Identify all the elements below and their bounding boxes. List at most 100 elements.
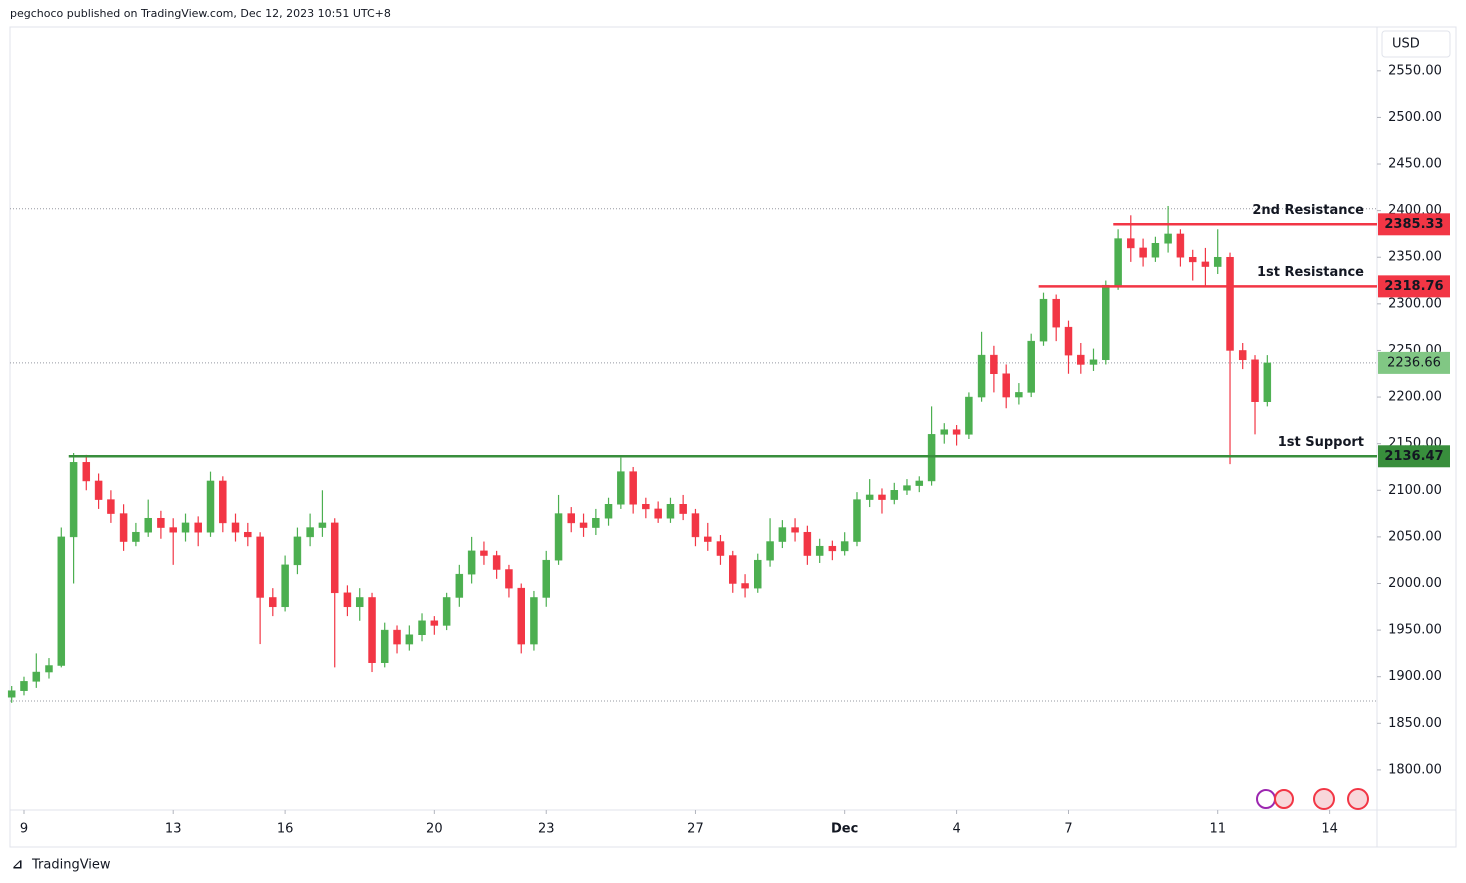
event-icon[interactable] bbox=[1256, 789, 1276, 809]
candle-body bbox=[119, 513, 128, 542]
candle-body bbox=[181, 522, 190, 533]
candle-body bbox=[1213, 256, 1222, 267]
candle-body bbox=[903, 485, 911, 491]
x-tick-label: 11 bbox=[1209, 822, 1226, 837]
candle-body bbox=[144, 517, 152, 533]
y-tick-label: 2350.00 bbox=[1388, 250, 1442, 265]
candle-body bbox=[666, 504, 675, 519]
level-name: 1st Support bbox=[1278, 435, 1364, 450]
candle-body bbox=[679, 504, 687, 514]
candle-body bbox=[343, 592, 352, 608]
x-tick-label: 16 bbox=[277, 822, 294, 837]
event-icon[interactable] bbox=[1347, 788, 1369, 810]
candle-body bbox=[654, 508, 662, 519]
candle-body bbox=[45, 665, 53, 673]
candle-body bbox=[554, 513, 563, 561]
x-tick-label: 4 bbox=[952, 822, 960, 837]
level-value: 2385.33 bbox=[1384, 217, 1443, 232]
candle-body bbox=[281, 564, 289, 608]
candle-body bbox=[293, 536, 302, 566]
candle-body bbox=[754, 559, 762, 589]
candle-body bbox=[617, 471, 625, 505]
x-tick-label: 23 bbox=[538, 822, 555, 837]
candle-body bbox=[1188, 256, 1197, 263]
candle-body bbox=[1027, 340, 1035, 393]
candle-body bbox=[256, 536, 264, 598]
candle-body bbox=[1102, 284, 1110, 361]
candle-body bbox=[704, 536, 712, 542]
level-value: 2136.47 bbox=[1384, 449, 1443, 464]
candle-body bbox=[828, 545, 837, 552]
x-tick-label: 9 bbox=[20, 822, 28, 837]
candle-body bbox=[853, 499, 861, 542]
currency[interactable]: USD bbox=[1392, 37, 1420, 52]
candle-body bbox=[1201, 261, 1210, 267]
candle-body bbox=[778, 527, 787, 542]
event-icon[interactable] bbox=[1274, 789, 1294, 809]
candle-body bbox=[803, 531, 812, 556]
candle-body bbox=[530, 597, 538, 645]
y-tick-label: 1950.00 bbox=[1388, 623, 1442, 638]
candle-body bbox=[1176, 233, 1185, 258]
candle-body bbox=[306, 527, 314, 538]
level-name: 1st Resistance bbox=[1257, 265, 1364, 280]
candle-body bbox=[1151, 243, 1160, 258]
candle-body bbox=[32, 671, 41, 682]
candle-body bbox=[269, 597, 277, 608]
candle-body bbox=[642, 504, 650, 510]
candle-body bbox=[94, 480, 103, 500]
candle-body bbox=[927, 434, 936, 482]
candle-body bbox=[1052, 298, 1060, 328]
candle-body bbox=[965, 396, 973, 435]
candle-body bbox=[244, 531, 252, 538]
candle-body bbox=[1015, 392, 1023, 398]
candle-body bbox=[1089, 359, 1098, 365]
candle-body bbox=[418, 620, 426, 636]
frame bbox=[9, 26, 1457, 848]
candle-body bbox=[1114, 238, 1122, 286]
candle-body bbox=[57, 536, 66, 666]
x-tick-label: 27 bbox=[687, 822, 704, 837]
candle-body bbox=[219, 480, 227, 524]
candle-body bbox=[330, 522, 339, 594]
level-badge bbox=[1378, 213, 1450, 236]
candle-body bbox=[890, 490, 899, 500]
y-tick-label: 2100.00 bbox=[1388, 483, 1442, 498]
candle-body bbox=[1238, 350, 1247, 361]
x-tick-label: Dec bbox=[831, 822, 858, 837]
y-tick-label: 2500.00 bbox=[1388, 110, 1442, 125]
y-tick-label: 2200.00 bbox=[1388, 390, 1442, 405]
event-icon[interactable] bbox=[1313, 788, 1335, 810]
candle-body bbox=[729, 555, 737, 584]
candle-body bbox=[592, 517, 600, 528]
y-tick-label: 1850.00 bbox=[1388, 716, 1442, 731]
candle-body bbox=[517, 587, 525, 645]
y-tick-label: 2550.00 bbox=[1388, 63, 1442, 78]
candle-body bbox=[82, 462, 91, 482]
candle-body bbox=[940, 429, 949, 435]
logo-mark: ⊿ bbox=[12, 858, 23, 873]
candle-body bbox=[878, 494, 886, 500]
currency-box[interactable] bbox=[1381, 30, 1451, 58]
candle-body bbox=[157, 517, 165, 528]
y-tick-label: 2050.00 bbox=[1388, 529, 1442, 544]
candle-body bbox=[741, 583, 749, 589]
candle-body bbox=[7, 690, 16, 698]
y-tick-label: 2000.00 bbox=[1388, 576, 1442, 591]
candle-body bbox=[393, 629, 401, 645]
candle-body bbox=[915, 480, 924, 486]
candle-body bbox=[579, 522, 588, 528]
candle-body bbox=[355, 597, 364, 608]
candle-body bbox=[990, 354, 998, 375]
level-badge bbox=[1378, 275, 1450, 298]
event-icons[interactable] bbox=[1256, 788, 1369, 810]
candle-body bbox=[815, 545, 824, 556]
candle-body bbox=[505, 569, 513, 589]
candle-body bbox=[716, 541, 725, 556]
level-value: 2318.76 bbox=[1384, 279, 1443, 294]
candle-body bbox=[542, 559, 550, 598]
candle-body bbox=[791, 527, 799, 533]
candle-body bbox=[480, 550, 488, 556]
x-tick-label: 13 bbox=[165, 822, 182, 837]
